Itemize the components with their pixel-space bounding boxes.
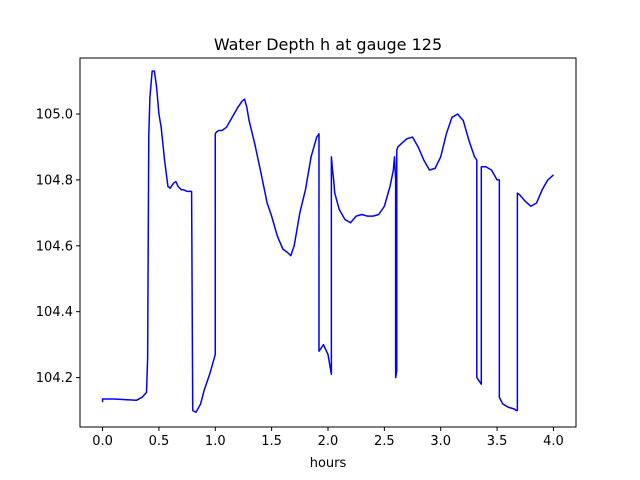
series-line-0 bbox=[101, 70, 554, 413]
axes-frame bbox=[79, 57, 577, 428]
plot-area bbox=[101, 70, 554, 413]
x-tick-label: 3.5 bbox=[487, 434, 508, 449]
x-tick-label: 0.0 bbox=[92, 434, 113, 449]
x-axis-ticks: 0.0 0.5 1.0 1.5 2.0 2.5 3.0 3.5 4.0 bbox=[92, 427, 564, 449]
x-tick-label: 1.0 bbox=[205, 434, 226, 449]
y-tick-label: 104.8 bbox=[36, 173, 73, 188]
y-tick-label: 105.0 bbox=[36, 108, 73, 123]
x-tick-label: 0.5 bbox=[149, 434, 170, 449]
x-tick-label: 1.5 bbox=[261, 434, 282, 449]
chart-title: Water Depth h at gauge 125 bbox=[214, 35, 442, 54]
x-tick-label: 2.0 bbox=[318, 434, 339, 449]
x-axis-label: hours bbox=[310, 456, 347, 471]
y-tick-label: 104.6 bbox=[36, 239, 73, 254]
y-tick-label: 104.2 bbox=[36, 371, 73, 386]
x-tick-label: 4.0 bbox=[543, 434, 564, 449]
x-tick-label: 3.0 bbox=[430, 434, 451, 449]
y-axis-ticks: 104.2 104.4 104.6 104.8 105.0 bbox=[36, 108, 80, 386]
y-tick-label: 104.4 bbox=[36, 305, 73, 320]
x-tick-label: 2.5 bbox=[374, 434, 395, 449]
